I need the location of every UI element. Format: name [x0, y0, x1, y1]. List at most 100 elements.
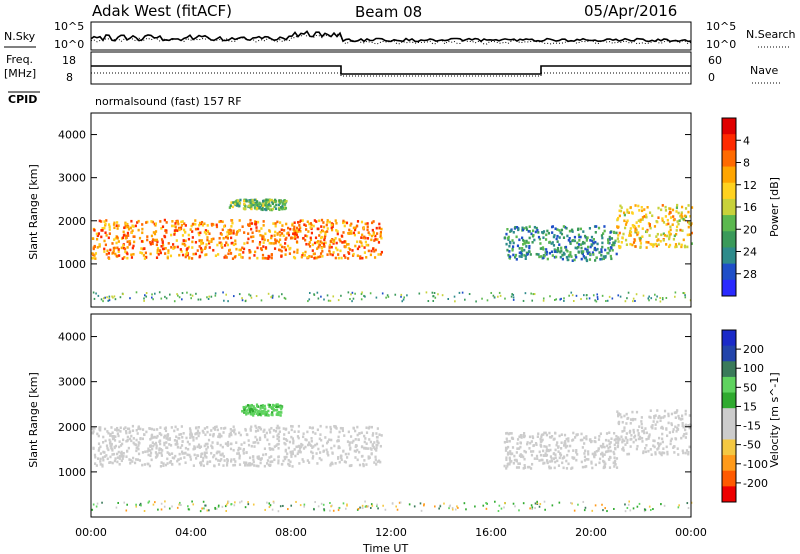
data-cell	[560, 246, 563, 250]
data-cell	[196, 429, 200, 433]
data-cell	[553, 466, 556, 470]
data-cell	[194, 227, 198, 231]
data-cell	[372, 233, 375, 237]
data-cell	[218, 220, 221, 224]
data-cell	[112, 246, 115, 250]
data-cell	[545, 449, 548, 453]
data-cell	[212, 455, 215, 459]
data-cell	[160, 227, 163, 230]
data-cell	[329, 509, 331, 512]
data-cell	[203, 427, 206, 430]
data-cell	[135, 291, 138, 294]
data-cell	[482, 504, 485, 507]
colorbar-swatch	[722, 118, 736, 135]
data-cell	[376, 503, 378, 506]
data-cell	[575, 255, 578, 259]
data-cell	[331, 225, 334, 229]
data-cell	[589, 440, 593, 444]
data-cell	[130, 439, 133, 443]
data-cell	[170, 426, 173, 429]
data-cell	[504, 297, 506, 300]
data-cell	[317, 297, 320, 300]
data-cell	[131, 229, 134, 233]
data-cell	[629, 445, 632, 448]
data-cell	[122, 452, 125, 455]
data-cell	[513, 454, 516, 458]
data-cell	[577, 233, 581, 237]
data-cell	[531, 299, 534, 302]
data-cell	[132, 252, 135, 256]
data-cell	[503, 464, 506, 468]
data-cell	[626, 452, 629, 456]
data-cell	[624, 510, 627, 513]
data-cell	[635, 293, 638, 296]
data-cell	[115, 429, 119, 432]
data-cell	[505, 467, 508, 470]
data-cell	[153, 428, 156, 432]
data-cell	[167, 438, 170, 441]
data-cell	[318, 457, 321, 460]
data-cell	[332, 295, 335, 298]
data-cell	[155, 243, 158, 247]
data-cell	[676, 426, 679, 430]
data-cell	[141, 428, 145, 431]
data-cell	[247, 462, 250, 466]
data-cell	[621, 430, 624, 433]
data-cell	[648, 223, 652, 226]
data-cell	[346, 440, 350, 443]
data-cell	[681, 422, 684, 425]
data-cell	[226, 502, 229, 505]
data-cell	[505, 458, 508, 462]
data-cell	[603, 465, 606, 469]
data-cell	[301, 254, 304, 257]
data-cell	[205, 253, 208, 256]
data-cell	[208, 295, 210, 298]
data-cell	[597, 447, 600, 450]
data-cell	[260, 299, 263, 302]
data-cell	[264, 201, 268, 205]
data-cell	[112, 249, 115, 253]
data-cell	[325, 425, 328, 429]
data-cell	[508, 439, 511, 443]
data-cell	[540, 433, 543, 437]
data-cell	[326, 440, 330, 443]
data-cell	[285, 455, 288, 459]
data-cell	[531, 436, 535, 440]
data-cell	[327, 299, 330, 302]
data-cell	[666, 452, 669, 456]
data-cell	[591, 466, 594, 470]
data-cell	[278, 206, 281, 210]
data-cell	[335, 241, 338, 245]
data-cell	[425, 291, 428, 294]
data-cell	[597, 226, 601, 230]
data-cell	[310, 439, 313, 443]
data-cell	[413, 505, 416, 508]
data-cell	[622, 232, 625, 236]
data-cell	[396, 508, 399, 511]
data-cell	[539, 440, 542, 443]
data-cell	[334, 246, 338, 250]
data-cell	[271, 460, 274, 463]
data-cell	[616, 225, 619, 228]
data-cell	[468, 293, 471, 296]
data-cell	[528, 244, 531, 248]
data-cell	[360, 445, 364, 449]
data-cell	[602, 442, 605, 446]
data-cell	[228, 248, 232, 252]
data-cell	[420, 509, 423, 512]
data-cell	[680, 216, 683, 220]
data-cell	[649, 509, 652, 512]
data-cell	[624, 223, 628, 226]
data-cell	[152, 231, 155, 234]
data-cell	[607, 447, 610, 450]
data-cell	[177, 458, 180, 462]
colorbar-swatch	[722, 247, 736, 265]
data-cell	[191, 223, 195, 226]
data-cell	[558, 456, 561, 460]
data-cell	[630, 433, 633, 437]
x-tick-label: 04:00	[175, 526, 207, 539]
data-cell	[677, 416, 681, 420]
data-cell	[133, 461, 137, 465]
data-cell	[165, 229, 168, 233]
data-cell	[648, 299, 650, 302]
